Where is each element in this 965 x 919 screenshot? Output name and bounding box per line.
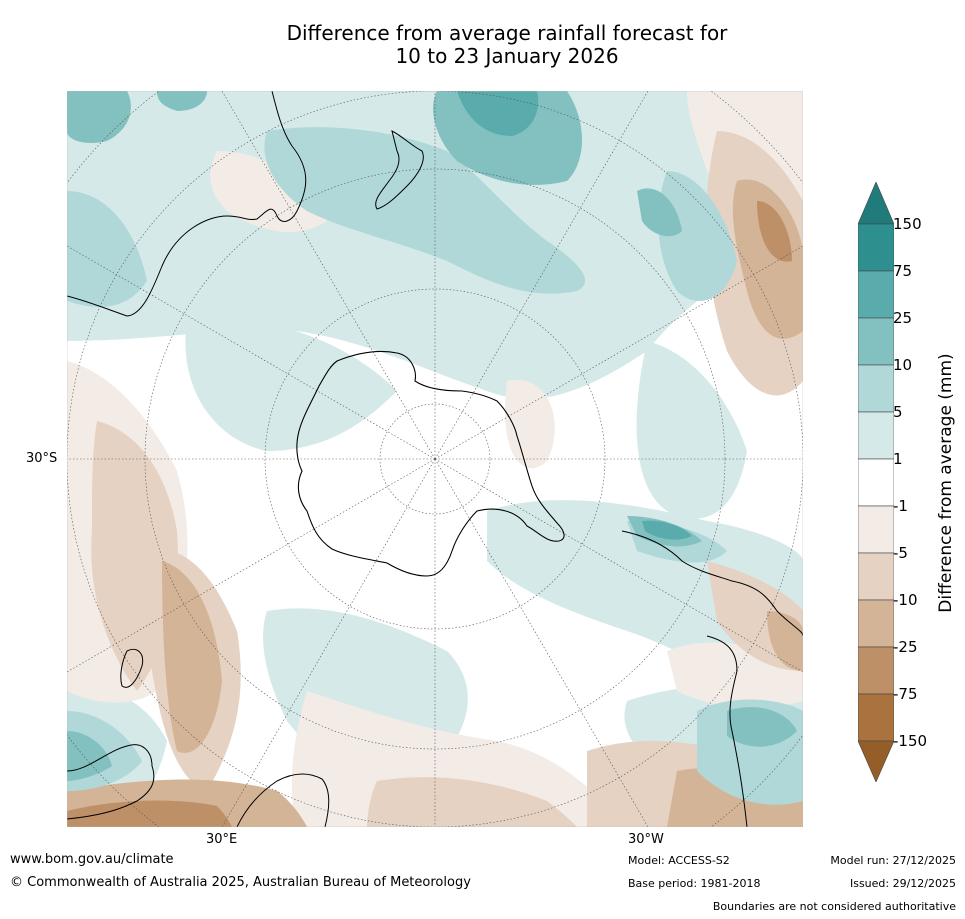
colorbar-tick-label: -75 (893, 685, 918, 703)
footer-model-run: Model run: 27/12/2025 (830, 854, 956, 867)
australia-coastline (67, 91, 307, 317)
anomaly-fill-minus25to75 (67, 201, 792, 827)
footer-model: Model: ACCESS-S2 (628, 854, 730, 867)
footer-base-period: Base period: 1981-2018 (628, 877, 761, 890)
colorbar-segment (858, 317, 894, 366)
anomaly-fill-minus10to25 (67, 179, 803, 827)
colorbar-tick-label: -10 (893, 591, 918, 609)
lon-label-30e: 30°E (206, 832, 238, 847)
colorbar-tick-label: 1 (893, 450, 903, 468)
south-america-coastline (621, 530, 803, 827)
footer-issued: Issued: 29/12/2025 (849, 877, 956, 890)
rainfall-anomaly-map (67, 91, 803, 827)
anomaly-fill-25to75 (457, 91, 692, 540)
africa-coastline (67, 744, 330, 827)
antarctica-coastline (296, 350, 565, 577)
footer-disclaimer: Boundaries are not considered authoritat… (712, 900, 956, 913)
colorbar-tick-label: -150 (893, 732, 928, 750)
colorbar-tick-label: 150 (893, 215, 922, 233)
colorbar (858, 182, 894, 782)
colorbar-segment (858, 646, 894, 695)
colorbar-tick-label: -25 (893, 638, 918, 656)
colorbar-tick-label: 25 (893, 309, 913, 327)
title-line-1: Difference from average rainfall forecas… (286, 21, 728, 45)
colorbar-extend-over (858, 182, 894, 225)
lon-label-30w: 30°W (628, 832, 664, 847)
title-line-2: 10 to 23 January 2026 (395, 44, 619, 68)
colorbar-tick-label: -1 (893, 497, 908, 515)
footer-copyright: © Commonwealth of Australia 2025, Austra… (10, 875, 471, 890)
colorbar-extend-under (858, 740, 894, 782)
colorbar-tick-label: 5 (893, 403, 903, 421)
footer-url[interactable]: www.bom.gov.au/climate (10, 852, 174, 867)
map-title: Difference from average rainfall forecas… (0, 22, 965, 68)
madagascar-coastline (120, 648, 144, 688)
colorbar-title: Difference from average (mm) (936, 353, 956, 613)
colorbar-tick-label: 10 (893, 356, 913, 374)
colorbar-segment (858, 458, 894, 507)
lat-label-30s: 30°S (26, 451, 58, 466)
colorbar-segment (858, 364, 894, 413)
new-zealand-coastline (375, 130, 424, 210)
colorbar-segment (858, 223, 894, 272)
colorbar-tick-label: 75 (893, 262, 913, 280)
colorbar-segment (858, 693, 894, 742)
colorbar-segment (858, 505, 894, 554)
colorbar-segment (858, 599, 894, 648)
colorbar-segment (858, 552, 894, 601)
graticule (67, 91, 803, 827)
colorbar-tick-label: -5 (893, 544, 908, 562)
colorbar-segment (858, 411, 894, 460)
colorbar-segment (858, 270, 894, 319)
